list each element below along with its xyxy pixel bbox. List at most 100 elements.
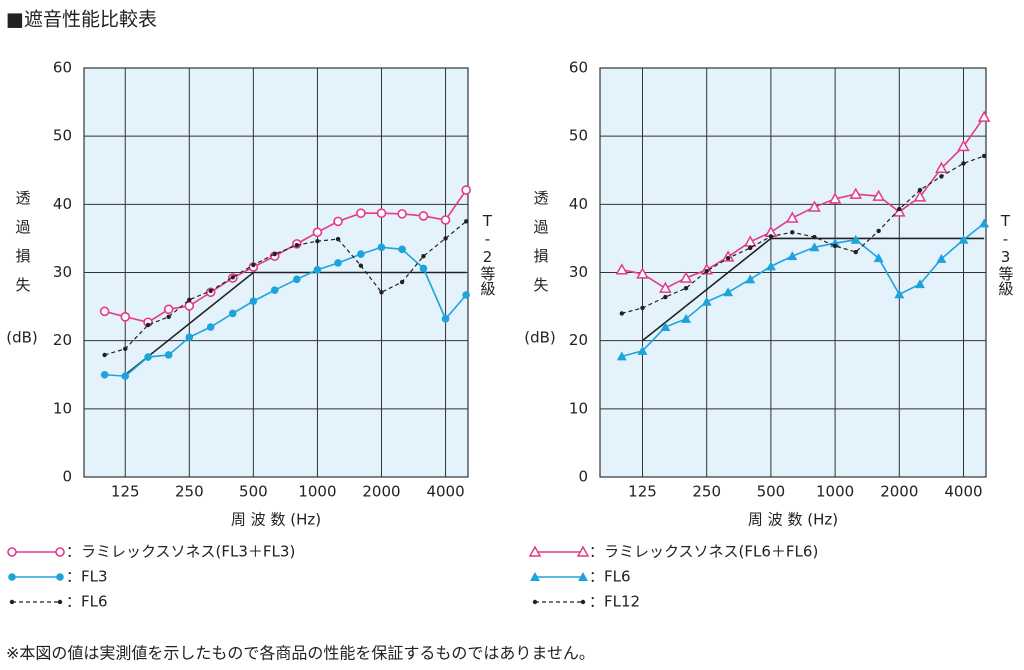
reference-label: T-3等級 [997,212,1015,296]
marker [853,249,858,255]
y-axis-unit: (dB) [524,329,556,347]
x-tick-label: 500 [239,483,268,501]
legend-marker [9,599,15,605]
y-tick-label: 60 [53,59,72,77]
marker [812,234,817,240]
marker [917,187,923,193]
y-tick-label: 10 [569,399,588,417]
marker [809,242,820,252]
y-tick-label: 0 [578,468,588,486]
legend-label: ：FL6 [66,593,108,611]
marker [312,227,323,238]
marker [293,275,301,284]
marker [462,291,470,299]
marker [637,345,648,355]
marker [100,370,109,379]
marker [683,285,689,291]
marker [981,153,987,159]
marker [333,216,343,227]
marker [294,243,300,248]
marker [251,262,256,268]
marker [99,306,110,317]
y-axis-unit: (dB) [6,329,38,347]
marker [725,255,731,261]
x-tick-label: 4000 [426,483,464,501]
marker [397,209,407,219]
marker [102,352,107,358]
marker [440,215,451,225]
x-tick-label: 250 [692,483,721,501]
marker [659,281,672,293]
y-tick-label: 30 [53,263,72,281]
x-tick-label: 250 [175,483,204,501]
legend-marker [528,545,542,557]
marker [936,253,947,263]
marker [399,279,405,285]
marker [230,275,235,280]
marker [640,305,645,311]
legend-label: ：ラミレックスソネス(FL3＋FL3) [66,543,295,561]
marker [935,161,948,173]
marker [164,351,173,359]
marker [377,243,386,252]
x-tick-label: 4000 [944,483,982,501]
y-tick-label: 30 [569,263,588,281]
y-tick-label: 20 [569,331,588,349]
marker [270,286,279,295]
x-tick-label: 2000 [362,483,400,501]
marker [961,161,966,166]
marker [615,263,629,275]
x-tick-label: 2000 [880,483,918,501]
marker [398,245,406,254]
reference-line [124,271,467,376]
y-tick-label: 50 [569,127,588,145]
marker [701,296,712,306]
legend-marker [55,547,65,557]
marker [704,268,709,274]
y-tick-label: 60 [569,59,588,77]
legend-marker [8,573,16,581]
legend-marker [530,572,540,581]
marker [208,288,213,294]
marker [421,253,426,259]
x-tick-label: 500 [757,483,786,501]
marker [619,311,625,316]
y-tick-label: 50 [53,127,72,145]
marker [894,289,905,299]
x-axis-label: 周 波 数 (Hz) [231,511,321,529]
marker [787,251,798,261]
marker [185,333,194,342]
marker [723,287,734,297]
marker [636,267,649,279]
marker [379,290,384,295]
marker [897,206,902,212]
marker [120,312,131,322]
x-tick-label: 125 [111,483,140,501]
y-axis-label: 透過損失 [532,190,550,306]
marker [914,279,925,289]
legend-marker [580,599,586,605]
legend-marker [576,545,590,557]
marker [163,304,174,315]
marker [832,243,838,249]
marker [335,236,341,242]
marker [876,228,881,234]
marker [873,253,884,263]
marker [249,297,258,305]
marker [828,192,842,204]
marker [228,309,237,318]
legend-label: ：FL3 [66,568,108,586]
marker [808,200,821,212]
marker [679,271,693,283]
marker [616,351,627,361]
y-tick-label: 0 [62,468,72,486]
y-axis-label: 透過損失 [14,190,32,306]
marker [166,314,171,320]
marker [461,185,471,195]
marker [357,250,365,258]
page-title: ■遮音性能比較表 [6,9,157,31]
marker [376,208,387,218]
marker [313,265,322,274]
marker [144,353,152,361]
